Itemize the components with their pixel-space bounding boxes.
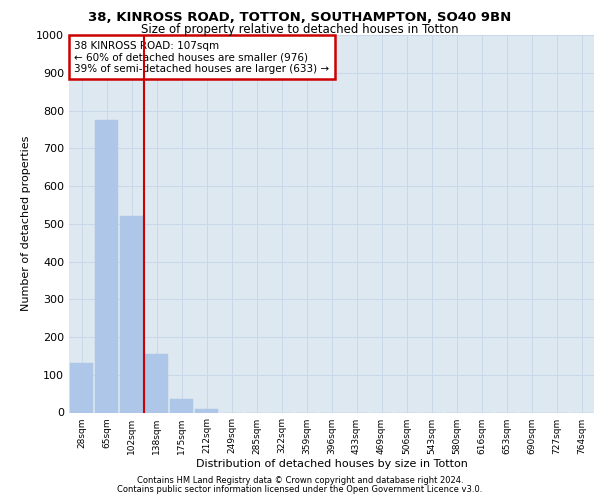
Text: Size of property relative to detached houses in Totton: Size of property relative to detached ho… [141, 22, 459, 36]
X-axis label: Distribution of detached houses by size in Totton: Distribution of detached houses by size … [196, 460, 467, 469]
Bar [195, 408, 218, 412]
Y-axis label: Number of detached properties: Number of detached properties [20, 136, 31, 312]
Bar [70, 364, 93, 412]
Text: 38 KINROSS ROAD: 107sqm
← 60% of detached houses are smaller (976)
39% of semi-d: 38 KINROSS ROAD: 107sqm ← 60% of detache… [74, 40, 329, 74]
Bar [95, 120, 118, 412]
Text: Contains HM Land Registry data © Crown copyright and database right 2024.: Contains HM Land Registry data © Crown c… [137, 476, 463, 485]
Text: Contains public sector information licensed under the Open Government Licence v3: Contains public sector information licen… [118, 485, 482, 494]
Bar [170, 398, 193, 412]
Text: 38, KINROSS ROAD, TOTTON, SOUTHAMPTON, SO40 9BN: 38, KINROSS ROAD, TOTTON, SOUTHAMPTON, S… [88, 11, 512, 24]
Bar [145, 354, 168, 412]
Bar [120, 216, 143, 412]
